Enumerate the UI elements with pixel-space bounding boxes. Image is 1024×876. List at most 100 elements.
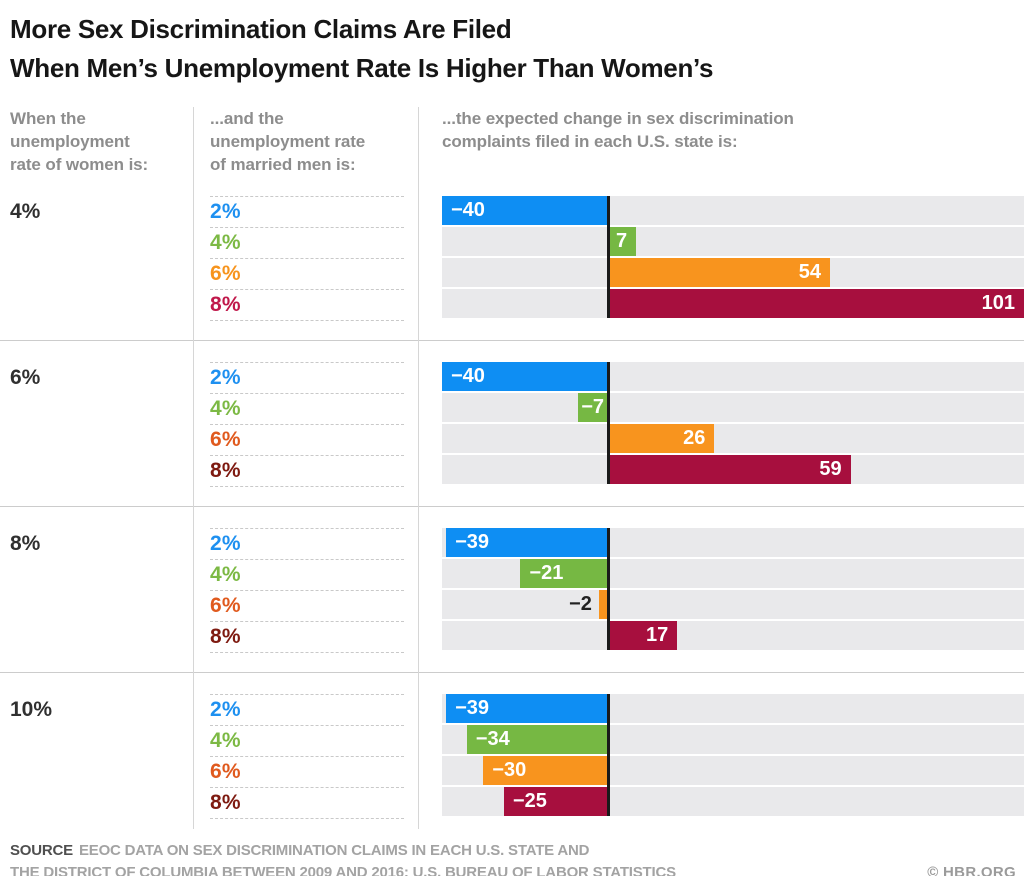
bar-row: −39 <box>442 528 1024 557</box>
bar-row: −40 <box>442 362 1024 391</box>
men-rate-value: 4% <box>210 231 241 254</box>
men-rate-item: 6% <box>210 259 404 290</box>
bar-row: −40 <box>442 196 1024 225</box>
bar-rows: −39 −34 −30 −25 <box>442 694 1024 816</box>
men-rate-item: 6% <box>210 757 404 788</box>
bar-row: 7 <box>442 227 1024 256</box>
bar-row: −25 <box>442 787 1024 816</box>
men-rate-item: 8% <box>210 290 404 321</box>
men-rate-value: 6% <box>210 262 241 285</box>
bar-value-label: −7 <box>581 396 605 418</box>
men-rate-rows: 2% 4% 6% 8% <box>210 196 404 321</box>
bar-value-label: −2 <box>569 593 592 615</box>
bar-value-label: −30 <box>492 759 527 781</box>
bar-row: 17 <box>442 621 1024 650</box>
bar-groups: 4% 2% 4% 6% 8% −40 7 54 101 6% 2% 4% 6% 8% −40 −7 2… <box>0 192 1024 833</box>
bar-value-label: −21 <box>529 562 564 584</box>
men-rate-item: 2% <box>210 363 404 394</box>
column-divider-left <box>193 107 194 829</box>
bar: −34 <box>466 725 608 754</box>
men-rate-item: 6% <box>210 591 404 622</box>
chart-title-line2: When Men’s Unemployment Rate Is Higher T… <box>10 53 714 83</box>
bar-value-label: −34 <box>475 728 510 750</box>
bar-rows: −40 −7 26 59 <box>442 362 1024 484</box>
source-note: SOURCE EEOC DATA ON SEX DISCRIMINATION CL… <box>10 840 676 876</box>
men-rate-rows: 2% 4% 6% 8% <box>210 362 404 487</box>
men-rate-item: 8% <box>210 622 404 653</box>
chart-group: 4% 2% 4% 6% 8% −40 7 54 101 <box>0 192 1024 341</box>
hbr-credit: © HBR.ORG <box>927 864 1016 876</box>
bar: −25 <box>503 787 608 816</box>
bar-value-label: 26 <box>683 427 706 449</box>
bar-value-label: 54 <box>798 261 821 283</box>
bar-value-label: −40 <box>451 199 485 221</box>
men-rate-rows: 2% 4% 6% 8% <box>210 528 404 653</box>
women-rate-label: 8% <box>10 532 41 555</box>
bar: −21 <box>520 559 608 588</box>
bar-value-label: 7 <box>615 230 628 252</box>
women-rate-label: 4% <box>10 200 41 223</box>
zero-axis-line <box>607 694 611 816</box>
source-line1: EEOC DATA ON SEX DISCRIMINATION CLAIMS I… <box>78 842 590 859</box>
chart-group: 8% 2% 4% 6% 8% −39 −21 −2 17 <box>0 507 1024 673</box>
zero-axis-line <box>607 362 611 484</box>
bar-value-label: 101 <box>981 292 1015 314</box>
bar: −40 <box>442 362 608 391</box>
bar: −40 <box>442 196 608 225</box>
bar-row: −39 <box>442 694 1024 723</box>
bar: −39 <box>446 694 608 723</box>
bar-row: −21 <box>442 559 1024 588</box>
bar: 17 <box>607 621 678 650</box>
bar-value-label: −39 <box>455 697 490 719</box>
men-rate-value: 4% <box>210 397 241 420</box>
bar: 59 <box>607 455 851 484</box>
bar-value-label: 59 <box>819 458 842 480</box>
bar-row: −34 <box>442 725 1024 754</box>
men-rate-item: 2% <box>210 695 404 726</box>
men-rate-value: 4% <box>210 563 241 586</box>
men-rate-value: 6% <box>210 760 241 783</box>
chart-title-line1: More Sex Discrimination Claims Are Filed <box>10 14 512 44</box>
women-rate-label: 6% <box>10 366 41 389</box>
men-rate-value: 8% <box>210 459 241 482</box>
men-rate-item: 4% <box>210 394 404 425</box>
source-tag: SOURCE <box>10 842 73 859</box>
men-rate-value: 6% <box>210 428 241 451</box>
zero-axis-line <box>607 528 611 650</box>
men-rate-labels: 2% 4% 6% 8% <box>193 528 418 653</box>
bar-rows: −39 −21 −2 17 <box>442 528 1024 650</box>
bar-plot: −39 −34 −30 −25 <box>418 694 1024 819</box>
bar-value-label: −40 <box>451 365 485 387</box>
bar <box>598 590 608 619</box>
bar-plot: −40 −7 26 59 <box>418 362 1024 487</box>
bar-value-label: −25 <box>512 790 547 812</box>
bar: −39 <box>446 528 608 557</box>
men-rate-item: 4% <box>210 228 404 259</box>
bar: 54 <box>607 258 830 287</box>
bar-row: 54 <box>442 258 1024 287</box>
chart-group: 10% 2% 4% 6% 8% −39 −34 −30 −25 <box>0 673 1024 833</box>
bar-row: 26 <box>442 424 1024 453</box>
men-rate-item: 2% <box>210 529 404 560</box>
bar: 101 <box>607 289 1024 318</box>
men-rate-item: 4% <box>210 560 404 591</box>
men-rate-value: 8% <box>210 293 241 316</box>
bar: 7 <box>607 227 636 256</box>
bar-row: 59 <box>442 455 1024 484</box>
bar-rows: −40 7 54 101 <box>442 196 1024 318</box>
zero-axis-line <box>607 196 611 318</box>
source-line2: THE DISTRICT OF COLUMBIA BETWEEN 2009 AN… <box>10 864 676 876</box>
men-rate-value: 2% <box>210 698 241 721</box>
women-rate-label: 10% <box>10 698 53 721</box>
chart-group: 6% 2% 4% 6% 8% −40 −7 26 59 <box>0 341 1024 507</box>
bar-row: −2 <box>442 590 1024 619</box>
chart-title: More Sex Discrimination Claims Are Filed… <box>0 0 1024 88</box>
men-rate-column-header: ...and the unemployment rate of married … <box>210 109 366 174</box>
bar-plot: −40 7 54 101 <box>418 196 1024 321</box>
bar-row: 101 <box>442 289 1024 318</box>
men-rate-item: 8% <box>210 456 404 487</box>
men-rate-item: 4% <box>210 726 404 757</box>
men-rate-labels: 2% 4% 6% 8% <box>193 196 418 321</box>
column-headers: When the unemployment rate of women is: … <box>0 88 1024 192</box>
